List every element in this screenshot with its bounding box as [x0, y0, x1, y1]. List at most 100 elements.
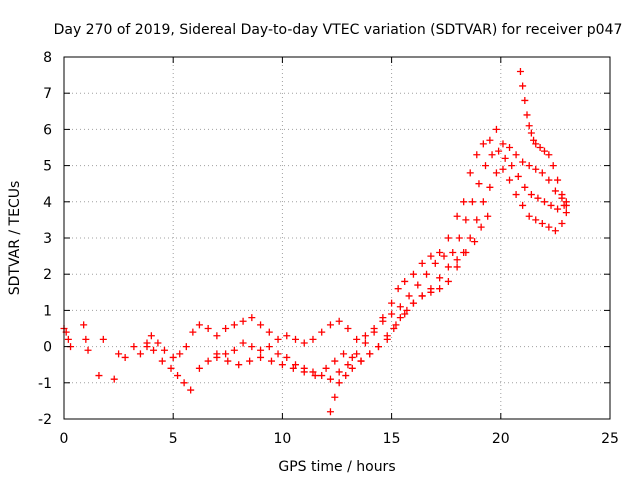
data-point: [292, 335, 300, 343]
data-point: [222, 325, 230, 332]
data-point: [331, 393, 339, 401]
data-point: [318, 328, 326, 336]
data-point: [532, 216, 540, 224]
data-point: [519, 201, 527, 209]
data-point: [309, 368, 317, 376]
data-point: [342, 372, 350, 380]
data-point: [267, 357, 275, 365]
data-point: [560, 201, 568, 209]
series-track-c: [213, 165, 570, 380]
data-point: [538, 169, 546, 177]
data-point: [370, 328, 378, 336]
data-point: [84, 346, 92, 354]
data-point: [479, 140, 487, 148]
data-point: [110, 375, 118, 383]
data-point: [473, 216, 481, 224]
data-point: [396, 314, 404, 322]
data-point: [121, 353, 129, 361]
data-points: [60, 67, 570, 416]
series-track-a: [60, 125, 570, 383]
data-point: [204, 357, 212, 365]
data-point: [532, 165, 540, 173]
data-point: [512, 191, 520, 199]
data-point: [562, 198, 570, 206]
data-point: [551, 227, 559, 235]
data-point: [257, 353, 265, 361]
data-point: [230, 321, 238, 329]
x-tick-label: 25: [601, 431, 619, 447]
data-point: [143, 339, 151, 347]
data-point: [466, 234, 474, 242]
data-point: [222, 350, 230, 358]
data-point: [549, 162, 557, 170]
data-point: [551, 187, 559, 195]
data-point: [265, 343, 273, 351]
data-point: [335, 368, 343, 376]
y-axis-label: SDTVAR / TECUs: [7, 181, 23, 296]
data-point: [466, 169, 474, 177]
data-point: [525, 212, 533, 220]
data-point: [471, 238, 479, 246]
data-point: [357, 357, 365, 365]
grid-lines: [64, 57, 610, 419]
data-point: [353, 350, 361, 358]
data-point: [265, 328, 273, 336]
data-point: [154, 339, 162, 347]
series-track-b: [143, 147, 568, 394]
data-point: [440, 252, 448, 260]
data-point: [374, 343, 382, 351]
data-point: [506, 144, 514, 151]
data-point: [99, 335, 107, 343]
data-point: [274, 335, 282, 343]
data-point: [182, 343, 190, 351]
data-point: [501, 154, 509, 162]
data-point: [239, 317, 247, 325]
x-tick-label: 0: [60, 431, 69, 447]
data-point: [409, 270, 417, 278]
y-tick-label: 4: [43, 195, 52, 211]
data-point: [396, 303, 404, 311]
series-track-e: [516, 67, 570, 206]
data-point: [158, 357, 166, 365]
axis-ticks: 0 5 10 15 20 25 -2 -1 0 1 2 3 4 5 6 7 8: [38, 50, 619, 447]
data-point: [331, 357, 339, 365]
data-point: [213, 350, 221, 358]
data-point: [523, 111, 531, 119]
data-point: [444, 263, 452, 271]
data-point: [499, 165, 507, 173]
data-point: [248, 314, 256, 322]
x-axis-label: GPS time / hours: [278, 459, 395, 475]
data-point: [453, 256, 461, 264]
data-point: [521, 183, 529, 191]
data-point: [558, 191, 566, 199]
data-point: [519, 158, 527, 166]
data-point: [436, 248, 444, 256]
data-point: [80, 321, 88, 329]
y-tick-label: -1: [38, 376, 52, 392]
data-point: [187, 386, 195, 394]
y-tick-label: 5: [43, 159, 52, 175]
data-point: [366, 350, 374, 358]
data-point: [344, 361, 352, 369]
data-point: [335, 379, 343, 387]
data-point: [392, 321, 400, 329]
data-point: [401, 310, 409, 318]
data-point: [538, 220, 546, 228]
data-point: [444, 234, 452, 242]
data-point: [204, 325, 212, 332]
data-point: [436, 274, 444, 282]
x-tick-label: 15: [383, 431, 401, 447]
data-point: [495, 147, 503, 155]
data-point: [257, 346, 265, 354]
data-point: [353, 335, 361, 343]
data-point: [484, 212, 492, 220]
x-tick-label: 5: [169, 431, 178, 447]
data-point: [521, 96, 529, 104]
data-point: [318, 372, 326, 380]
data-point: [246, 357, 254, 365]
data-point: [401, 277, 409, 285]
data-point: [390, 325, 398, 332]
data-point: [309, 335, 317, 343]
data-point: [150, 346, 158, 354]
data-point: [436, 285, 444, 293]
